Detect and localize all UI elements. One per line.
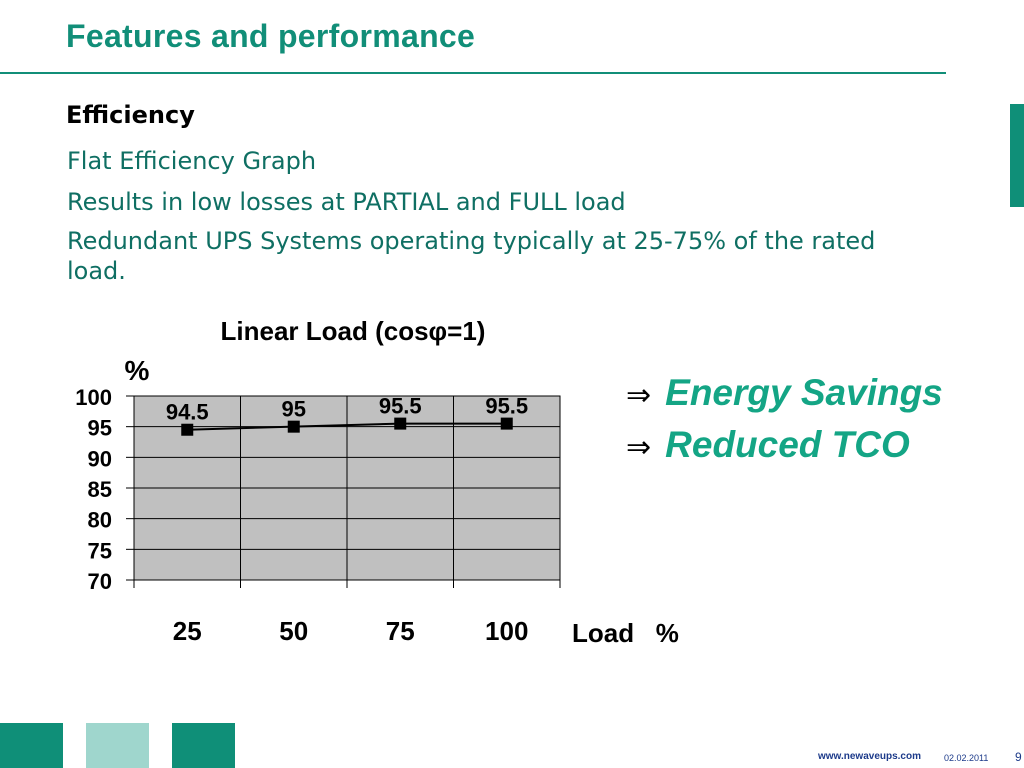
series-efficiency: 94.5 95 95.5 95.5 bbox=[166, 394, 528, 436]
x-tick-labels: 25 50 75 100 bbox=[173, 616, 529, 646]
y-tick-labels: 100 95 90 85 80 75 70 bbox=[75, 385, 112, 594]
y-tick-label: 90 bbox=[88, 446, 112, 471]
y-tick-label: 80 bbox=[88, 508, 112, 533]
footer-square-light bbox=[86, 723, 149, 768]
axis-ticks bbox=[126, 395, 561, 588]
y-tick-label: 70 bbox=[88, 569, 112, 594]
bullet-redundant-ups: Redundant UPS Systems operating typicall… bbox=[67, 227, 876, 285]
data-label: 95.5 bbox=[485, 394, 528, 419]
data-point-marker bbox=[287, 420, 300, 433]
x-axis-label: Load % bbox=[572, 618, 679, 648]
outcome-label: Reduced TCO bbox=[665, 424, 910, 465]
x-tick-label: 100 bbox=[485, 616, 528, 646]
y-tick-label: 85 bbox=[88, 477, 112, 502]
footer-square-dark bbox=[0, 723, 63, 768]
side-accent-bar bbox=[1010, 104, 1024, 207]
slide-title: Features and performance bbox=[66, 18, 476, 54]
data-label: 95.5 bbox=[379, 394, 422, 419]
section-heading: Efficiency bbox=[66, 101, 195, 129]
x-tick-label: 50 bbox=[279, 616, 308, 646]
y-tick-label: 95 bbox=[88, 416, 112, 441]
data-point-marker bbox=[181, 423, 194, 436]
footer-date: 02.02.2011 bbox=[944, 753, 989, 763]
title-divider bbox=[0, 72, 946, 74]
implies-arrow-icon: ⇒ bbox=[626, 378, 652, 413]
x-tick-label: 75 bbox=[386, 616, 415, 646]
page-number: 9 bbox=[1015, 750, 1022, 764]
data-point-marker bbox=[500, 417, 513, 430]
bullet-low-losses: Results in low losses at PARTIAL and FUL… bbox=[67, 188, 626, 216]
series-line bbox=[187, 422, 507, 431]
outcome-label: Energy Savings bbox=[665, 372, 943, 413]
gridlines bbox=[134, 396, 560, 580]
efficiency-chart: Linear Load (cosφ=1) % 100 95 90 85 80 75 70 2… bbox=[75, 316, 679, 648]
data-label: 94.5 bbox=[166, 400, 209, 425]
implies-arrow-icon: ⇒ bbox=[626, 430, 652, 465]
x-tick-label: 25 bbox=[173, 616, 202, 646]
y-axis-label: % bbox=[125, 355, 150, 386]
y-tick-label: 100 bbox=[75, 385, 112, 410]
outcome-energy-savings: ⇒ Energy Savings bbox=[626, 372, 943, 414]
footer-square-dark bbox=[172, 723, 235, 768]
data-point-marker bbox=[394, 417, 407, 430]
y-tick-label: 75 bbox=[88, 538, 112, 563]
footer-website: www.newaveups.com bbox=[818, 751, 921, 762]
chart-title: Linear Load (cosφ=1) bbox=[221, 316, 486, 346]
bullet-flat-efficiency: Flat Efficiency Graph bbox=[67, 147, 317, 175]
outcome-reduced-tco: ⇒ Reduced TCO bbox=[626, 424, 910, 466]
data-label: 95 bbox=[282, 397, 306, 422]
